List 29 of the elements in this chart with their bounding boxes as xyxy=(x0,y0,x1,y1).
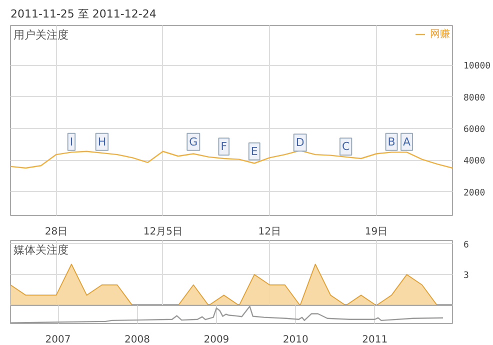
y-tick-label: 10000 xyxy=(464,62,491,72)
annotation: C xyxy=(342,140,350,154)
y-tick-label: 2000 xyxy=(464,188,486,198)
y-tick-label: 8000 xyxy=(464,93,486,104)
x-tick-label: 28日 xyxy=(44,226,68,238)
chart-title: 2011-11-25 至 2011-12-24 xyxy=(10,8,156,20)
annotation: E xyxy=(250,144,258,158)
y-tick-label: 6 xyxy=(464,240,469,250)
annotation: I xyxy=(70,135,74,148)
y-tick-label: 3 xyxy=(464,271,469,282)
x-tick-label: 2007 xyxy=(45,334,71,345)
annotation: F xyxy=(220,140,228,154)
legend-label: 网赚 xyxy=(430,28,450,41)
x-tick-label: 12月5日 xyxy=(143,226,182,238)
x-tick-label: 2009 xyxy=(204,334,230,345)
annotation: H xyxy=(98,135,106,148)
annotation: B xyxy=(388,135,396,148)
x-tick-label: 19日 xyxy=(364,226,388,238)
y-tick-label: 6000 xyxy=(464,124,486,135)
x-tick-label: 12日 xyxy=(258,226,281,238)
annotation: G xyxy=(189,135,198,148)
annotation: A xyxy=(403,135,412,148)
x-tick-label: 2008 xyxy=(124,334,150,345)
y-axis-title: 用户关注度 xyxy=(14,28,68,42)
x-tick-label: 2010 xyxy=(282,334,308,345)
y-tick-label: 4000 xyxy=(464,156,486,167)
annotation: D xyxy=(296,136,304,150)
x-tick-label: 2011 xyxy=(362,334,388,345)
y-axis-title: 媒体关注度 xyxy=(14,244,68,256)
